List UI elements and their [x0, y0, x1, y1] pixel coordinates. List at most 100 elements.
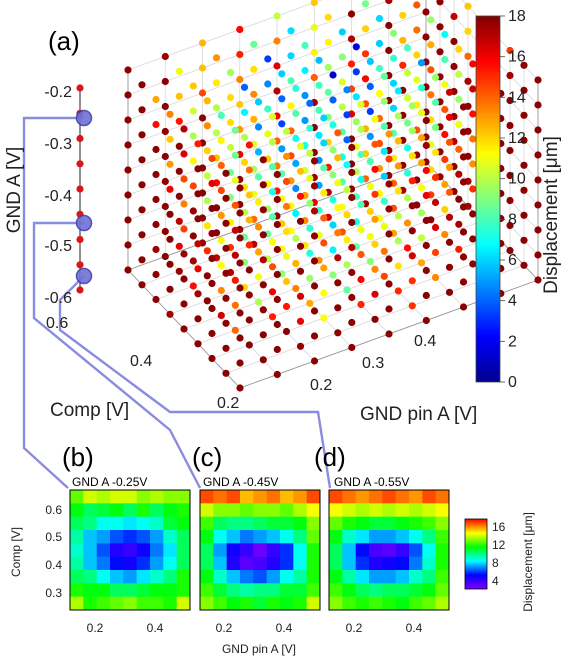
scatter-point: [306, 174, 314, 182]
scatter-point: [278, 95, 286, 103]
heatmap-cell: [70, 570, 84, 584]
heatmap-cell: [306, 583, 321, 597]
scatter-point: [320, 114, 328, 122]
scatter-point: [334, 279, 342, 287]
scatter-point: [455, 95, 463, 103]
scatter-point: [366, 232, 374, 241]
heatmap-cell: [213, 583, 227, 597]
scatter-point: [431, 273, 440, 282]
heatmap-cell: [329, 503, 343, 517]
scatter-point: [166, 285, 174, 293]
scatter-point: [240, 108, 249, 116]
scatter-point: [455, 195, 463, 203]
scatter-point: [469, 210, 477, 218]
heatmap-cell: [226, 570, 241, 584]
scatter-point: [222, 319, 230, 327]
scatter-point: [217, 161, 225, 170]
scatter-point: [231, 251, 239, 259]
heatmap-cell: [422, 556, 436, 571]
colorbar-tick-label: 8: [508, 211, 517, 228]
scatter-point: [273, 62, 281, 70]
scatter-point: [189, 232, 197, 240]
heatmap-cell: [240, 570, 254, 584]
scatter-point: [357, 100, 365, 109]
scatter-point: [380, 172, 388, 180]
scatter-point: [301, 91, 309, 100]
scatter-point: [441, 30, 449, 39]
scatter-point: [222, 294, 230, 302]
scatter-point: [394, 287, 402, 295]
scatter-point: [245, 191, 253, 199]
heatmap-cell: [136, 543, 151, 557]
scatter-point: [124, 116, 132, 124]
heatmap-cell: [422, 516, 436, 531]
scatter-point: [315, 81, 323, 89]
scatter-point: [320, 264, 328, 272]
heatmap-cell: [123, 556, 137, 571]
scatter-point: [417, 134, 426, 142]
heatmap-cell: [280, 543, 294, 557]
heatmap-b-title: GND A -0.25V: [72, 475, 147, 489]
heatmap-cell: [293, 556, 307, 571]
scatter-point: [408, 302, 416, 310]
scatter-point: [273, 12, 281, 20]
scatter-point: [287, 77, 295, 85]
scatter-point: [366, 107, 374, 116]
colorbar-tick-label: 10: [508, 171, 526, 188]
heatmap-cell: [306, 543, 321, 557]
heatmap-cell: [355, 490, 370, 504]
heatmap-cell: [306, 556, 321, 571]
scatter-point: [161, 227, 169, 236]
heatmap-cell: [176, 543, 191, 557]
scatter-point: [161, 127, 169, 136]
scatter-point: [231, 151, 239, 159]
scatter-point: [273, 295, 281, 304]
scatter-point: [292, 259, 300, 268]
colorbar-tick-label: 6: [508, 252, 517, 269]
heatmap-cell: [422, 570, 436, 584]
scatter-point: [259, 331, 267, 339]
scatter-point: [348, 193, 356, 202]
heatmap-cell: [253, 596, 267, 611]
scatter-point: [264, 130, 272, 138]
heatmap-cell: [163, 556, 177, 571]
scatter-point: [315, 106, 323, 114]
scatter-point: [310, 332, 319, 340]
scatter-point: [161, 252, 169, 261]
scatter-point: [403, 194, 412, 202]
scatter-point: [236, 75, 244, 84]
x-tick-label: 0.2: [217, 395, 239, 412]
scatter-point: [534, 201, 542, 209]
heatmap-cell: [355, 583, 370, 597]
heatmap-cell: [355, 503, 370, 517]
scatter-point: [329, 171, 337, 179]
scatter-point: [343, 186, 351, 194]
scatter-point: [459, 128, 468, 136]
scatter-point: [348, 143, 356, 152]
scatter-point: [464, 77, 472, 85]
scatter-point: [175, 242, 183, 250]
scatter-point: [469, 160, 477, 168]
heatmap-cell: [293, 596, 307, 611]
scatter-point: [217, 136, 225, 145]
scatter-point: [441, 180, 449, 189]
scatter-point: [417, 59, 426, 67]
heatmaps-layer: [69, 489, 450, 611]
scatter-point: [361, 50, 370, 58]
heatmap-cell: [422, 583, 436, 597]
scatter-point: [380, 147, 388, 155]
heatmap-cell: [409, 490, 423, 504]
scatter-point: [399, 36, 407, 44]
scatter-point: [138, 281, 146, 289]
scatter-point: [413, 1, 421, 9]
heatmap-cell: [83, 570, 97, 584]
scatter-point: [226, 118, 235, 127]
scatter-point: [455, 245, 463, 253]
z-tick-label: -0.6: [44, 290, 72, 307]
scatter-point: [348, 343, 356, 352]
scatter-point: [534, 226, 542, 234]
colorbar-tick-label: 16: [508, 49, 526, 66]
scatter-point: [366, 207, 374, 216]
scatter-point: [506, 221, 514, 230]
heatmap-cell: [253, 556, 267, 571]
